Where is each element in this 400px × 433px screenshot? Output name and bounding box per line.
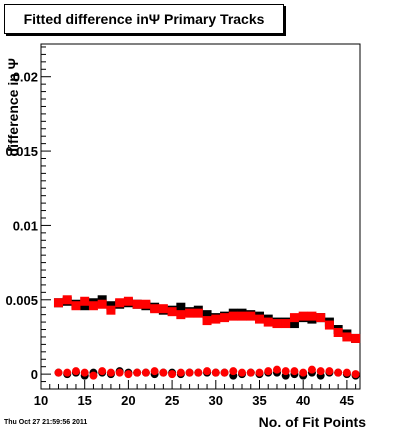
data-point-circle [255, 368, 264, 377]
x-tick-label: 15 [77, 393, 91, 408]
x-tick-label: 40 [296, 393, 310, 408]
data-point-square [272, 319, 282, 329]
data-point-square [289, 313, 299, 323]
data-point-square [176, 302, 186, 312]
data-point-square [351, 333, 361, 343]
data-point-square [115, 298, 125, 308]
data-point-circle [351, 370, 360, 379]
data-point-square [307, 311, 317, 321]
data-point-square [71, 301, 81, 311]
data-point-circle [342, 368, 351, 377]
y-axis-label: difference in Ψ [5, 58, 21, 156]
data-point-square [281, 319, 291, 329]
x-tick-label: 10 [34, 393, 48, 408]
data-marks [53, 295, 361, 380]
data-point-circle [124, 370, 133, 379]
data-point-square [167, 307, 177, 317]
y-tick-label: 0 [31, 367, 38, 382]
data-point-circle [220, 368, 229, 377]
data-point-circle [71, 367, 80, 376]
y-axis-ticks: 0 0.005 0.01 0.015 0.02 [5, 46, 51, 382]
data-point-circle [133, 368, 142, 377]
data-point-circle [98, 367, 107, 376]
data-point-square [342, 332, 352, 342]
data-point-circle [325, 367, 334, 376]
data-point-circle [54, 368, 63, 377]
data-point-circle [316, 367, 325, 376]
data-point-square [289, 319, 299, 329]
data-point-square [62, 295, 72, 305]
data-point-square [220, 313, 230, 323]
data-point-square [246, 311, 256, 321]
data-point-square [211, 314, 221, 324]
data-point-circle [307, 365, 316, 374]
data-point-circle [334, 368, 343, 377]
data-point-circle [106, 368, 115, 377]
data-point-circle [238, 368, 247, 377]
data-point-circle [115, 368, 124, 377]
data-point-circle [272, 365, 281, 374]
data-point-circle [211, 368, 220, 377]
data-point-circle [185, 368, 194, 377]
data-point-square [185, 308, 195, 318]
data-point-circle [264, 367, 273, 376]
data-point-square [298, 311, 308, 321]
x-axis-ticks: 10 15 20 25 30 35 40 45 [34, 380, 357, 408]
data-point-circle [299, 368, 308, 377]
plot-frame [40, 43, 361, 390]
data-point-square [263, 317, 273, 327]
data-point-square [228, 311, 238, 321]
timestamp-footer: Thu Oct 27 21:59:56 2011 [4, 419, 88, 426]
data-point-circle [176, 368, 185, 377]
data-point-circle [194, 368, 203, 377]
data-point-circle [159, 368, 168, 377]
data-point-circle [80, 368, 89, 377]
data-point-square [237, 311, 247, 321]
x-tick-label: 30 [209, 393, 223, 408]
data-point-circle [168, 370, 177, 379]
data-point-square [202, 316, 212, 326]
x-axis-label: No. of Fit Points [259, 414, 367, 430]
data-point-square [324, 320, 334, 330]
data-point-circle [229, 367, 238, 376]
data-point-square [254, 314, 264, 324]
data-point-square [141, 299, 151, 309]
data-point-square [123, 296, 133, 306]
data-point-square [150, 304, 160, 314]
data-point-square [176, 310, 186, 320]
x-tick-label: 45 [340, 393, 354, 408]
data-point-circle [203, 367, 212, 376]
data-point-square [333, 327, 343, 337]
y-tick-label: 0.01 [13, 218, 38, 233]
chart-title: Fitted difference inΨ Primary Tracks [4, 4, 284, 34]
x-tick-label: 25 [165, 393, 179, 408]
data-point-square [106, 305, 116, 315]
data-point-square [193, 308, 203, 318]
data-point-square [80, 296, 90, 306]
y-tick-label: 0.02 [13, 70, 38, 85]
data-point-square [53, 298, 63, 308]
data-point-square [88, 301, 98, 311]
data-point-square [132, 299, 142, 309]
data-point-circle [246, 368, 255, 377]
y-tick-label: 0.015 [5, 144, 38, 159]
data-point-circle [63, 368, 72, 377]
data-point-circle [150, 367, 159, 376]
data-point-circle [281, 367, 290, 376]
data-point-circle [141, 368, 150, 377]
data-point-square [202, 310, 212, 320]
data-point-square [158, 304, 168, 314]
data-point-circle [290, 367, 299, 376]
x-tick-label: 35 [252, 393, 266, 408]
x-tick-label: 20 [121, 393, 135, 408]
data-point-square [316, 313, 326, 323]
data-point-square [97, 299, 107, 309]
data-point-circle [89, 371, 98, 380]
y-tick-label: 0.005 [5, 293, 38, 308]
